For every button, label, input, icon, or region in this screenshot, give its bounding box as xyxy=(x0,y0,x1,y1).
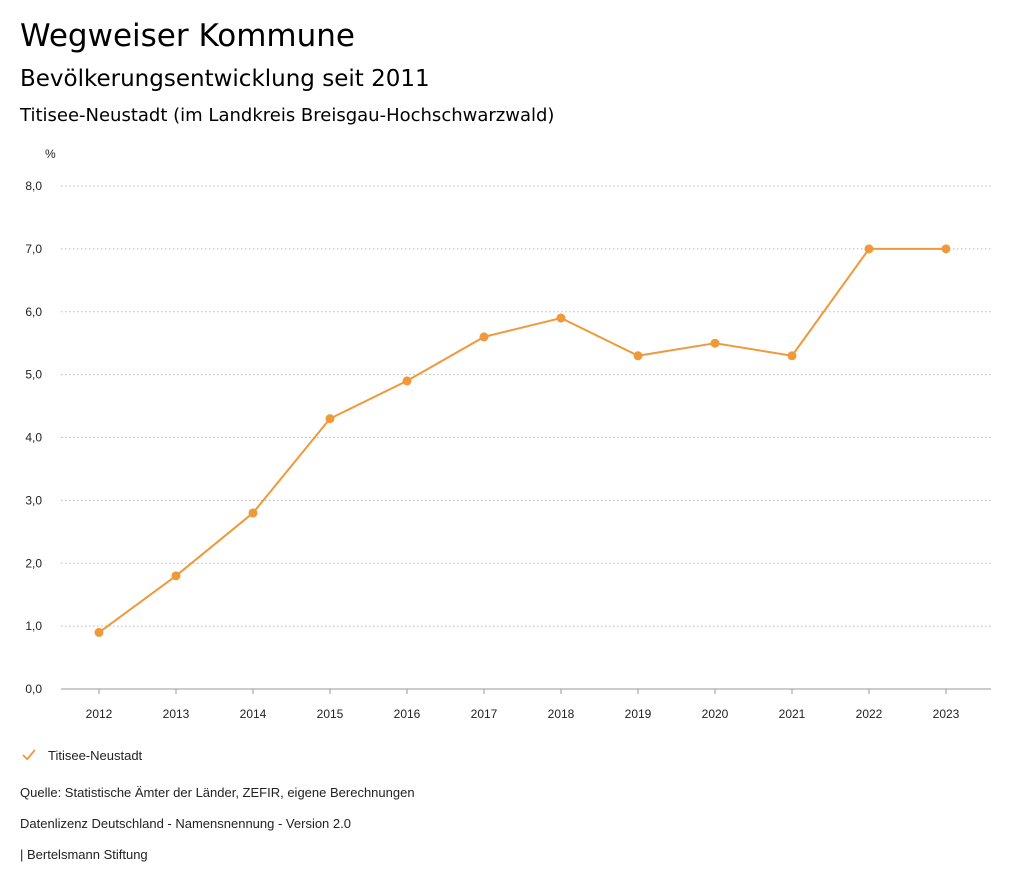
source-note: Quelle: Statistische Ämter der Länder, Z… xyxy=(20,785,415,800)
data-point-2018[interactable] xyxy=(556,313,566,323)
y-tick-label: 6,0 xyxy=(25,305,42,319)
data-point-2022[interactable] xyxy=(864,244,874,254)
x-tick-label: 2021 xyxy=(779,707,806,721)
y-axis-ticks: 0,0 1,0 2,0 3,0 4,0 5,0 6,0 7,0 8,0 xyxy=(25,179,42,696)
checkmark-icon xyxy=(22,749,36,761)
x-tick-label: 2020 xyxy=(702,707,729,721)
license-note: Datenlizenz Deutschland - Namensnennung … xyxy=(20,816,351,831)
x-tick-label: 2023 xyxy=(933,707,960,721)
data-point-2023[interactable] xyxy=(941,244,951,254)
data-point-2017[interactable] xyxy=(479,332,489,342)
chart-title: Wegweiser Kommune xyxy=(20,18,355,54)
data-point-2020[interactable] xyxy=(710,338,720,348)
x-tick-label: 2016 xyxy=(394,707,421,721)
y-tick-label: 0,0 xyxy=(25,682,42,696)
data-point-2015[interactable] xyxy=(325,414,335,424)
y-axis-unit: % xyxy=(45,147,56,161)
grid-lines xyxy=(61,185,991,627)
y-tick-label: 3,0 xyxy=(25,493,42,507)
line-chart: % 0,01,02,03,04,05,06,07,08,0 2012 2013 20… xyxy=(25,147,991,721)
data-point-2013[interactable] xyxy=(171,571,181,581)
chart-subtitle: Bevölkerungsentwicklung seit 2011 xyxy=(20,66,430,92)
data-point-2019[interactable] xyxy=(633,351,643,361)
x-tick-label: 2015 xyxy=(317,707,344,721)
x-tick-label: 2018 xyxy=(548,707,575,721)
data-point-2021[interactable] xyxy=(787,351,797,361)
publisher-note: | Bertelsmann Stiftung xyxy=(20,847,148,862)
x-axis: 2012 2013 2014 2015 2016 2017 2018 2019 2020 2021… xyxy=(61,688,991,721)
series-line-titisee-neustadt xyxy=(98,247,946,634)
y-tick-label: 1,0 xyxy=(25,619,42,633)
x-tick-label: 2022 xyxy=(856,707,883,721)
x-tick-label: 2019 xyxy=(625,707,652,721)
region-label: Titisee-Neustadt (im Landkreis Breisgau-… xyxy=(20,105,555,126)
x-tick-label: 2012 xyxy=(86,707,113,721)
data-point-2014[interactable] xyxy=(248,508,258,518)
x-tick-label: 2014 xyxy=(240,707,267,721)
data-point-2016[interactable] xyxy=(402,376,412,386)
series-layer xyxy=(94,244,951,637)
x-tick-label: 2013 xyxy=(163,707,190,721)
data-point-2012[interactable] xyxy=(94,627,104,637)
y-tick-label: 2,0 xyxy=(25,556,42,570)
legend-label: Titisee-Neustadt xyxy=(48,747,143,763)
y-tick-label: 4,0 xyxy=(25,431,42,445)
x-tick-label: 2017 xyxy=(471,707,498,721)
y-tick-label: 8,0 xyxy=(25,179,42,193)
legend[interactable]: Titisee-Neustadt xyxy=(22,745,142,765)
y-tick-label: 5,0 xyxy=(25,368,42,382)
y-tick-label: 7,0 xyxy=(25,242,42,256)
